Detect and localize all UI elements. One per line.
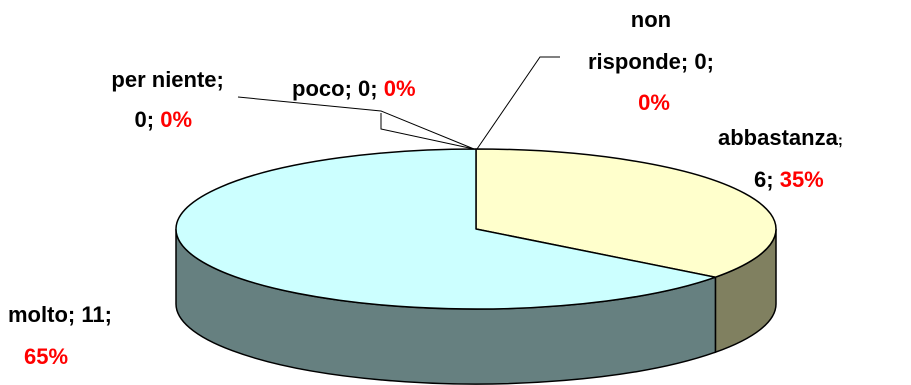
data-label-molto: molto; 11; 65% [8, 302, 118, 369]
label-non-risponde-percent: 0% [638, 90, 670, 115]
label-abbastanza-name: abbastanza; [718, 125, 843, 150]
label-per-niente-values: 0; 0% [135, 107, 193, 132]
data-label-non-risponde: non risponde; 0; 0% [588, 7, 720, 115]
pie-slice-abbastanza [475, 148, 777, 278]
label-molto-percent: 65% [24, 344, 68, 369]
pie-slices [175, 148, 777, 385]
label-abbastanza-values: 6; 35% [754, 167, 824, 192]
label-non-risponde-line2: risponde; 0; [588, 49, 714, 74]
data-label-per-niente: per niente; 0; 0% [111, 67, 230, 132]
leader-line-non-risponde [476, 56, 560, 150]
data-label-abbastanza: abbastanza; 6; 35% [718, 125, 849, 192]
label-molto-name: molto; 11; [8, 302, 112, 327]
label-per-niente-name: per niente; [111, 67, 223, 92]
label-non-risponde-line1: non [631, 7, 671, 32]
data-label-poco: poco; 0; 0% [292, 76, 416, 101]
leader-line-poco [380, 113, 475, 150]
pie-slice-molto [175, 148, 717, 310]
leader-line-per-niente [237, 96, 475, 150]
label-poco-line: poco; 0; 0% [292, 76, 416, 101]
